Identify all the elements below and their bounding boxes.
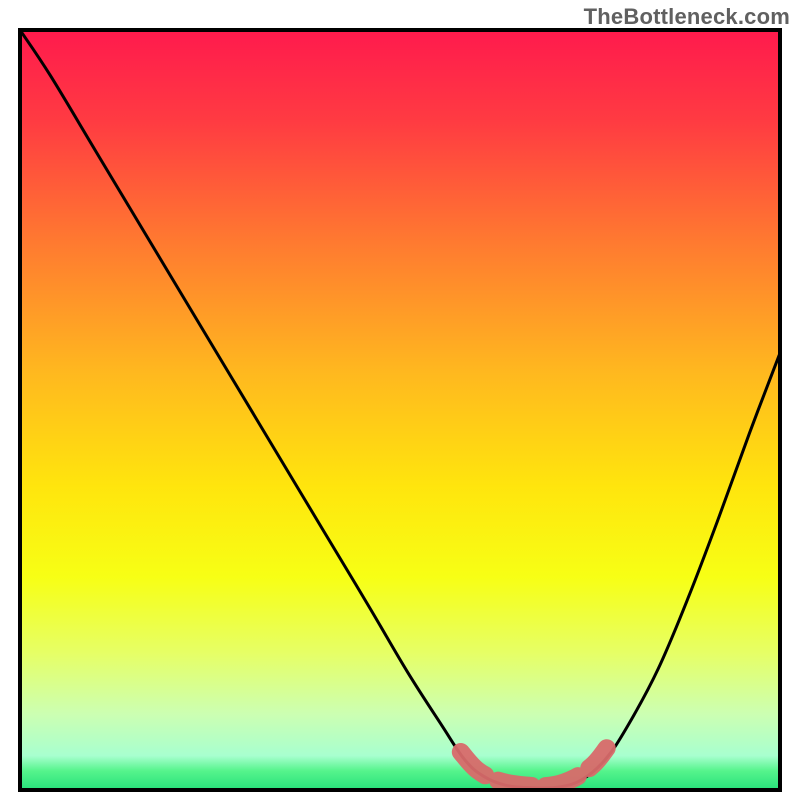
chart-svg bbox=[0, 0, 800, 800]
gradient-background bbox=[20, 30, 780, 790]
chart-stage: TheBottleneck.com bbox=[0, 0, 800, 800]
